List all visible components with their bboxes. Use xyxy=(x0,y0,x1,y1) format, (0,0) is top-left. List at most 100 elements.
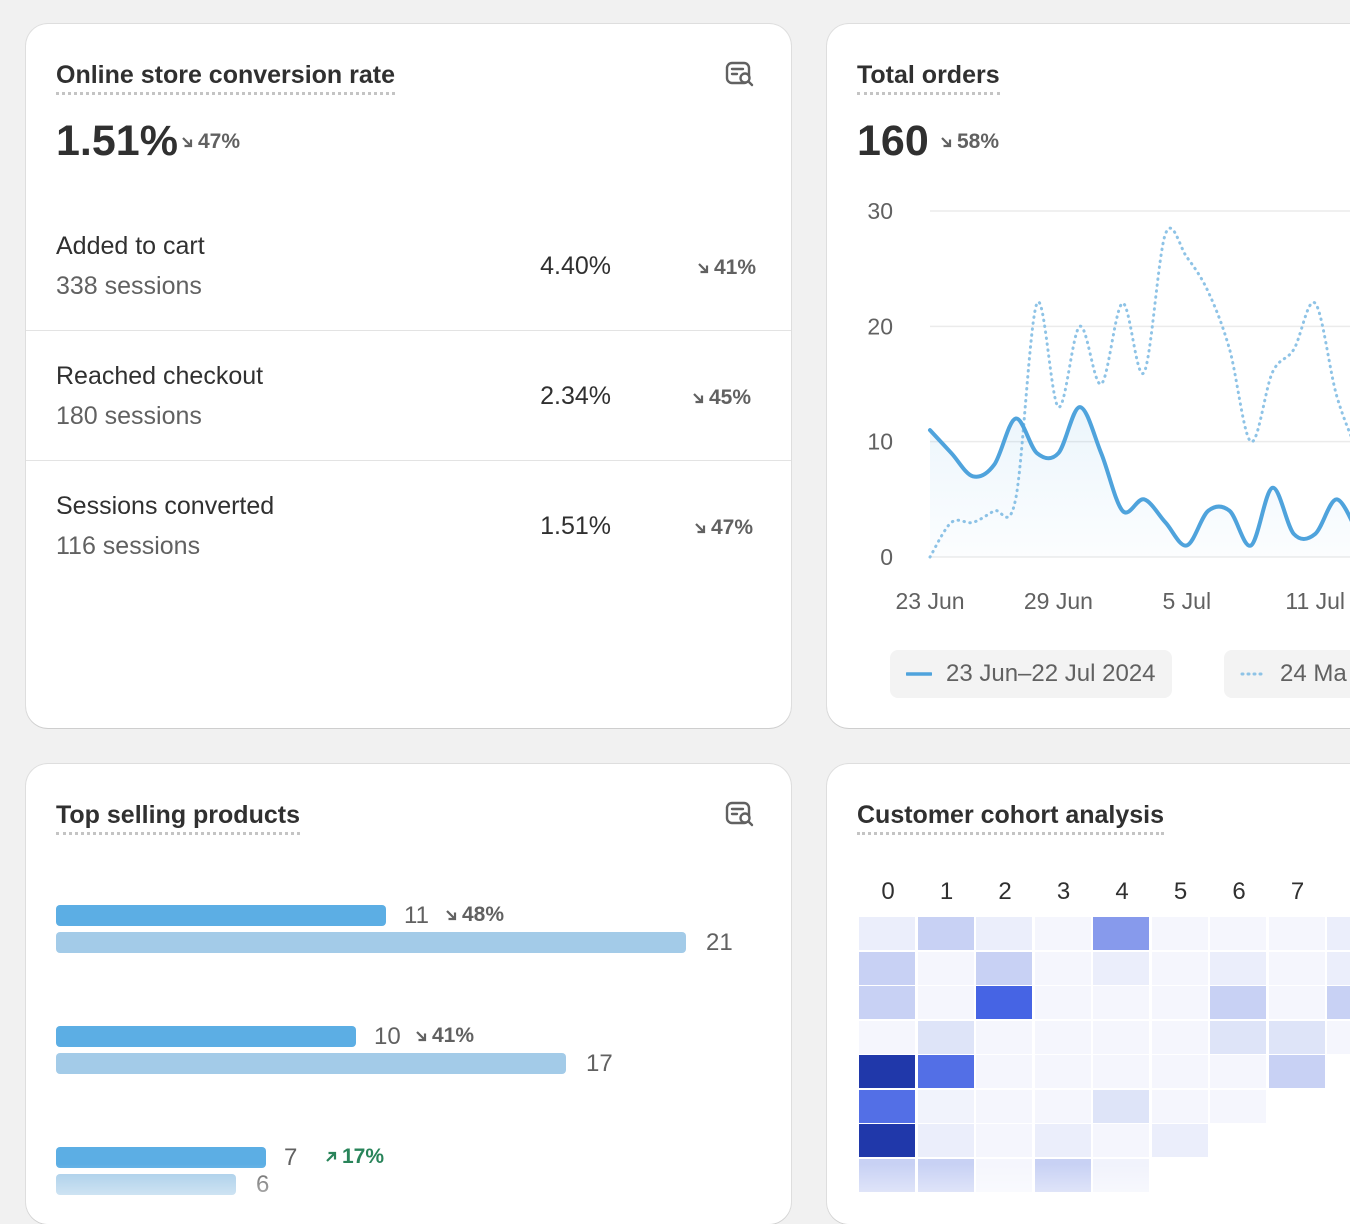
cohort-cell[interactable] xyxy=(976,1089,1032,1123)
cohort-cell[interactable] xyxy=(1268,1055,1325,1088)
cohort-cell[interactable] xyxy=(917,986,974,1019)
cohort-cell[interactable] xyxy=(859,1158,915,1192)
cohort-cell[interactable] xyxy=(1210,1020,1266,1054)
funnel-row-pct: 4.40% xyxy=(540,252,611,280)
cohort-cell[interactable] xyxy=(859,1055,915,1088)
cohort-cell[interactable] xyxy=(1034,1158,1091,1192)
cohort-cell[interactable] xyxy=(1210,917,1266,950)
cohort-cell[interactable] xyxy=(976,917,1032,950)
conversion-rate-delta-text: 47% xyxy=(198,130,241,153)
series-line-previous[interactable] xyxy=(928,226,1350,559)
legend-previous-period[interactable]: 24 Ma xyxy=(1224,650,1350,698)
cohort-cell[interactable] xyxy=(1327,917,1350,950)
arrow-down-right-icon xyxy=(941,137,952,148)
bar-current[interactable] xyxy=(56,1026,356,1047)
cohort-cell[interactable] xyxy=(1151,917,1208,950)
cohort-cell[interactable] xyxy=(1093,1089,1149,1123)
cohort-cell[interactable] xyxy=(917,1124,974,1157)
arrow-down-right-icon xyxy=(693,393,704,404)
cohort-cell[interactable] xyxy=(1151,1055,1208,1088)
cohort-cell[interactable] xyxy=(1034,1124,1091,1157)
cohort-cell[interactable] xyxy=(1093,1124,1149,1157)
cohort-cell[interactable] xyxy=(917,1158,974,1192)
cohort-cell[interactable] xyxy=(1268,917,1325,950)
cohort-cell[interactable] xyxy=(976,986,1032,1019)
cohort-cell[interactable] xyxy=(1093,951,1149,985)
arrow-up-right-icon xyxy=(326,1151,337,1162)
total-orders-title[interactable]: Total orders xyxy=(857,60,1000,95)
cohort-cell[interactable] xyxy=(976,951,1032,985)
bar-previous[interactable] xyxy=(56,1053,566,1074)
cohort-cell[interactable] xyxy=(976,1124,1032,1157)
conversion-rate-title[interactable]: Online store conversion rate xyxy=(56,60,395,95)
cohort-cell[interactable] xyxy=(1327,951,1350,985)
cohort-cell[interactable] xyxy=(1210,986,1266,1019)
cohort-cell[interactable] xyxy=(1327,986,1350,1019)
series-area-current xyxy=(930,407,1350,557)
cohort-cell[interactable] xyxy=(1210,1055,1266,1088)
cohort-cell[interactable] xyxy=(1034,951,1091,985)
cohort-cell[interactable] xyxy=(859,917,915,950)
divider xyxy=(26,460,791,461)
total-orders-card: Total orders 160 58% 0 10 20 30 23 Jun 29 Jun… xyxy=(827,24,1350,728)
cohort-cell[interactable] xyxy=(859,1124,915,1157)
cohort-column-header: 7 xyxy=(1290,878,1305,905)
arrow-down-right-icon xyxy=(416,1031,427,1042)
top-products-title[interactable]: Top selling products xyxy=(56,800,300,835)
cohort-cell[interactable] xyxy=(976,1055,1032,1088)
bar-previous-value: 17 xyxy=(586,1050,613,1077)
explore-report-icon[interactable] xyxy=(724,58,756,90)
funnel-row-delta-text: 45% xyxy=(709,386,752,409)
cohort-cell[interactable] xyxy=(917,917,974,950)
legend-current-period[interactable]: 23 Jun–22 Jul 2024 xyxy=(890,650,1172,698)
orders-line-chart[interactable]: 0 10 20 30 23 Jun 29 Jun 5 Jul 11 Jul xyxy=(827,184,1350,654)
bar-previous[interactable] xyxy=(56,1174,236,1195)
bar-delta-text: 17% xyxy=(342,1145,385,1168)
cohort-cell[interactable] xyxy=(1151,1089,1208,1123)
arrow-down-right-icon xyxy=(698,263,709,274)
cohort-cell[interactable] xyxy=(859,986,915,1019)
cohort-cell[interactable] xyxy=(1034,1020,1091,1054)
cohort-cell[interactable] xyxy=(859,1020,915,1054)
explore-report-icon[interactable] xyxy=(724,798,756,830)
cohort-title[interactable]: Customer cohort analysis xyxy=(857,800,1165,835)
funnel-row-delta-text: 41% xyxy=(714,256,757,279)
cohort-cell[interactable] xyxy=(1268,951,1325,985)
cohort-cell[interactable] xyxy=(917,1055,974,1088)
cohort-cell[interactable] xyxy=(1093,1055,1149,1088)
cohort-cell[interactable] xyxy=(976,1158,1032,1192)
series-line-current[interactable] xyxy=(928,405,1350,548)
funnel-row-name: Added to cart xyxy=(56,232,205,260)
cohort-cell[interactable] xyxy=(1151,1020,1208,1054)
cohort-cell[interactable] xyxy=(1210,1089,1266,1123)
y-tick-label: 10 xyxy=(867,429,893,455)
arrow-down-right-icon xyxy=(446,910,457,921)
bar-previous[interactable] xyxy=(56,932,686,953)
bar-current[interactable] xyxy=(56,1147,266,1168)
cohort-cell[interactable] xyxy=(1327,1020,1350,1054)
cohort-column-header: 0 xyxy=(881,878,895,905)
bar-delta-text: 48% xyxy=(462,903,505,926)
cohort-cell[interactable] xyxy=(917,1089,974,1123)
cohort-cell[interactable] xyxy=(917,1020,974,1054)
cohort-cell[interactable] xyxy=(1093,986,1149,1019)
cohort-cell[interactable] xyxy=(859,1089,915,1123)
bar-delta: 17% xyxy=(324,1145,384,1169)
cohort-cell[interactable] xyxy=(917,951,974,985)
cohort-cell[interactable] xyxy=(1151,951,1208,985)
cohort-cell[interactable] xyxy=(1093,917,1149,950)
cohort-cell[interactable] xyxy=(1034,917,1091,950)
cohort-cell[interactable] xyxy=(1034,986,1091,1019)
cohort-cell[interactable] xyxy=(1210,951,1266,985)
cohort-cell[interactable] xyxy=(1034,1089,1091,1123)
cohort-cell[interactable] xyxy=(1093,1020,1149,1054)
cohort-cell[interactable] xyxy=(976,1020,1032,1054)
cohort-cell[interactable] xyxy=(1268,1020,1325,1054)
cohort-cell[interactable] xyxy=(1093,1158,1149,1192)
bar-current[interactable] xyxy=(56,905,386,926)
cohort-cell[interactable] xyxy=(1034,1055,1091,1088)
cohort-cell[interactable] xyxy=(1268,986,1325,1019)
cohort-cell[interactable] xyxy=(1151,986,1208,1019)
cohort-cell[interactable] xyxy=(859,951,915,985)
cohort-cell[interactable] xyxy=(1151,1124,1208,1157)
